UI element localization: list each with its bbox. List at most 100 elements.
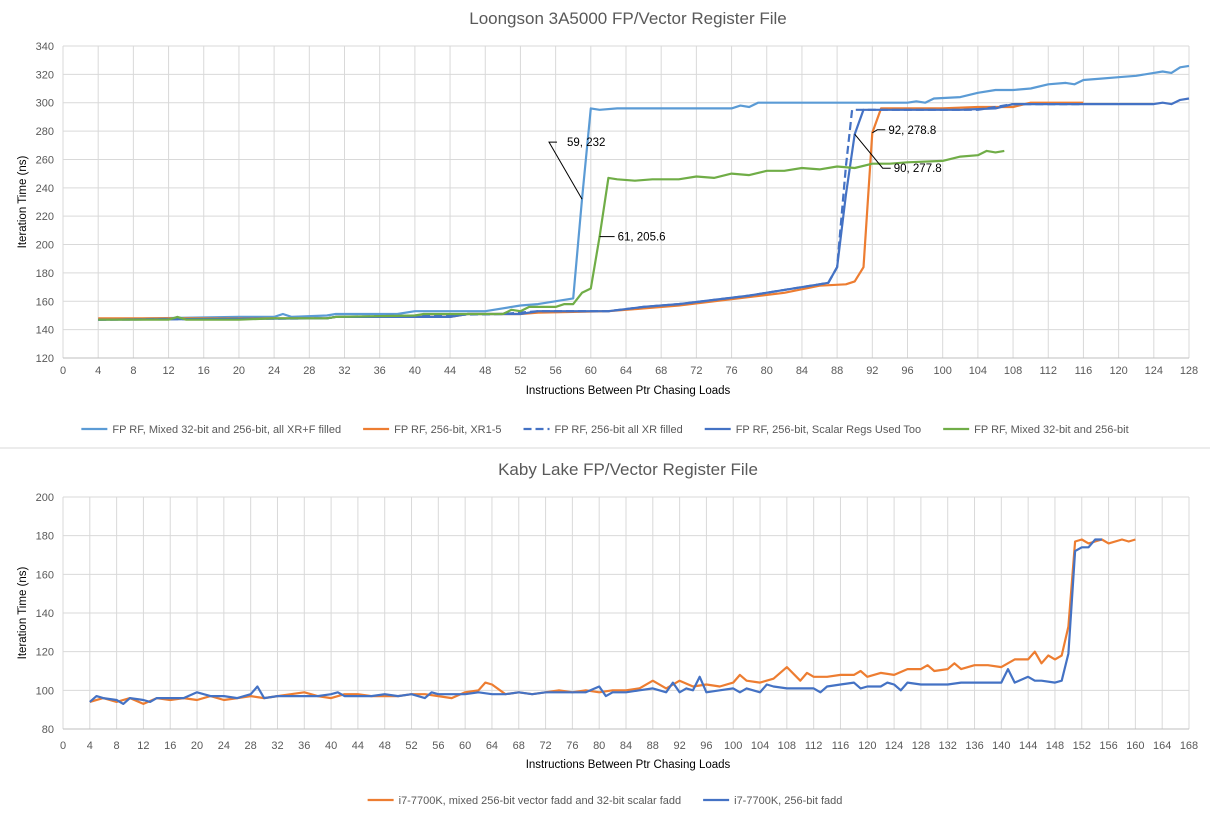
y-tick-label: 80 — [42, 724, 54, 736]
x-tick-label: 164 — [1153, 740, 1171, 752]
y-tick-label: 140 — [36, 325, 54, 337]
series-line-1 — [89, 538, 1136, 705]
x-tick-label: 80 — [593, 740, 605, 752]
y-tick-label: 220 — [36, 211, 54, 223]
x-axis-title: Instructions Between Ptr Chasing Loads — [526, 759, 731, 771]
chart-1: Loongson 3A5000 FP/Vector Register File 1… — [17, 9, 1198, 436]
x-tick-label: 52 — [514, 365, 526, 377]
x-tick-label: 68 — [655, 365, 667, 377]
x-tick-label: 20 — [233, 365, 245, 377]
x-tick-label: 136 — [965, 740, 983, 752]
data-label: 92, 278.8 — [888, 125, 936, 137]
x-tick-label: 144 — [1019, 740, 1037, 752]
x-tick-label: 80 — [761, 365, 773, 377]
x-tick-label: 64 — [620, 365, 632, 377]
legend-entry: FP RF, 256-bit, XR1-5 — [394, 424, 501, 436]
legend-entry: FP RF, 256-bit, Scalar Regs Used Too — [736, 424, 921, 436]
x-tick-label: 156 — [1099, 740, 1117, 752]
x-tick-label: 48 — [379, 740, 391, 752]
x-tick-label: 76 — [725, 365, 737, 377]
series-line-5 — [98, 149, 1005, 321]
x-tick-label: 32 — [338, 365, 350, 377]
x-tick-label: 88 — [647, 740, 659, 752]
x-tick-label: 20 — [191, 740, 203, 752]
y-tick-label: 160 — [36, 296, 54, 308]
x-tick-label: 124 — [1145, 365, 1163, 377]
x-tick-label: 0 — [60, 740, 66, 752]
x-tick-label: 140 — [992, 740, 1010, 752]
legend-entry: FP RF, Mixed 32-bit and 256-bit — [974, 424, 1128, 436]
x-tick-label: 112 — [805, 740, 823, 752]
data-label: 90, 277.8 — [894, 163, 942, 175]
x-tick-label: 12 — [162, 365, 174, 377]
data-label: 59, 232 — [567, 137, 605, 149]
y-tick-label: 300 — [36, 98, 54, 110]
x-tick-label: 160 — [1126, 740, 1144, 752]
x-tick-label: 120 — [858, 740, 876, 752]
y-tick-label: 120 — [36, 353, 54, 365]
x-tick-label: 36 — [298, 740, 310, 752]
x-tick-label: 68 — [513, 740, 525, 752]
x-axis-title: Instructions Between Ptr Chasing Loads — [526, 385, 731, 397]
x-tick-label: 40 — [325, 740, 337, 752]
y-tick-label: 240 — [36, 183, 54, 195]
y-axis-title: Iteration Time (ns) — [17, 566, 29, 659]
chart-title: Loongson 3A5000 FP/Vector Register File — [469, 9, 787, 28]
x-tick-label: 132 — [939, 740, 957, 752]
x-tick-label: 128 — [1180, 365, 1198, 377]
x-tick-label: 72 — [690, 365, 702, 377]
x-tick-label: 124 — [885, 740, 903, 752]
x-tick-label: 116 — [832, 740, 850, 752]
x-tick-label: 24 — [218, 740, 230, 752]
x-tick-label: 4 — [95, 365, 101, 377]
series-line-4 — [98, 97, 1190, 321]
x-tick-label: 108 — [778, 740, 796, 752]
annotation-leader — [548, 141, 583, 200]
x-tick-label: 88 — [831, 365, 843, 377]
y-tick-label: 260 — [36, 154, 54, 166]
y-tick-label: 100 — [36, 685, 54, 697]
x-tick-label: 0 — [60, 365, 66, 377]
x-tick-label: 108 — [1004, 365, 1022, 377]
x-tick-label: 168 — [1180, 740, 1198, 752]
legend-entry: i7-7700K, 256-bit fadd — [734, 795, 842, 807]
y-tick-label: 180 — [36, 531, 54, 543]
x-tick-label: 72 — [539, 740, 551, 752]
y-tick-label: 140 — [36, 608, 54, 620]
y-tick-label: 340 — [36, 41, 54, 53]
x-tick-label: 40 — [409, 365, 421, 377]
x-tick-label: 116 — [1075, 365, 1093, 377]
x-tick-label: 28 — [303, 365, 315, 377]
x-tick-label: 24 — [268, 365, 280, 377]
y-tick-label: 280 — [36, 126, 54, 138]
x-tick-label: 96 — [700, 740, 712, 752]
x-tick-label: 60 — [585, 365, 597, 377]
series-line-2 — [89, 538, 1102, 705]
x-tick-label: 92 — [866, 365, 878, 377]
x-tick-label: 16 — [198, 365, 210, 377]
x-tick-label: 148 — [1046, 740, 1064, 752]
x-tick-label: 100 — [934, 365, 952, 377]
y-tick-label: 120 — [36, 647, 54, 659]
x-tick-label: 28 — [245, 740, 257, 752]
x-tick-label: 32 — [271, 740, 283, 752]
chart-title: Kaby Lake FP/Vector Register File — [498, 460, 758, 479]
y-tick-label: 160 — [36, 569, 54, 581]
x-tick-label: 4 — [87, 740, 93, 752]
x-tick-label: 96 — [901, 365, 913, 377]
x-tick-label: 92 — [673, 740, 685, 752]
x-tick-label: 56 — [550, 365, 562, 377]
annotation-leader — [854, 133, 891, 169]
x-tick-label: 36 — [374, 365, 386, 377]
y-axis-title: Iteration Time (ns) — [17, 155, 29, 248]
x-tick-label: 128 — [912, 740, 930, 752]
x-tick-label: 8 — [130, 365, 136, 377]
legend-entry: i7-7700K, mixed 256-bit vector fadd and … — [399, 795, 682, 807]
x-tick-label: 52 — [405, 740, 417, 752]
x-tick-label: 56 — [432, 740, 444, 752]
chart-2: Kaby Lake FP/Vector Register File 80 100 12… — [17, 460, 1198, 807]
x-tick-label: 16 — [164, 740, 176, 752]
x-tick-label: 44 — [444, 365, 456, 377]
y-tick-label: 180 — [36, 268, 54, 280]
